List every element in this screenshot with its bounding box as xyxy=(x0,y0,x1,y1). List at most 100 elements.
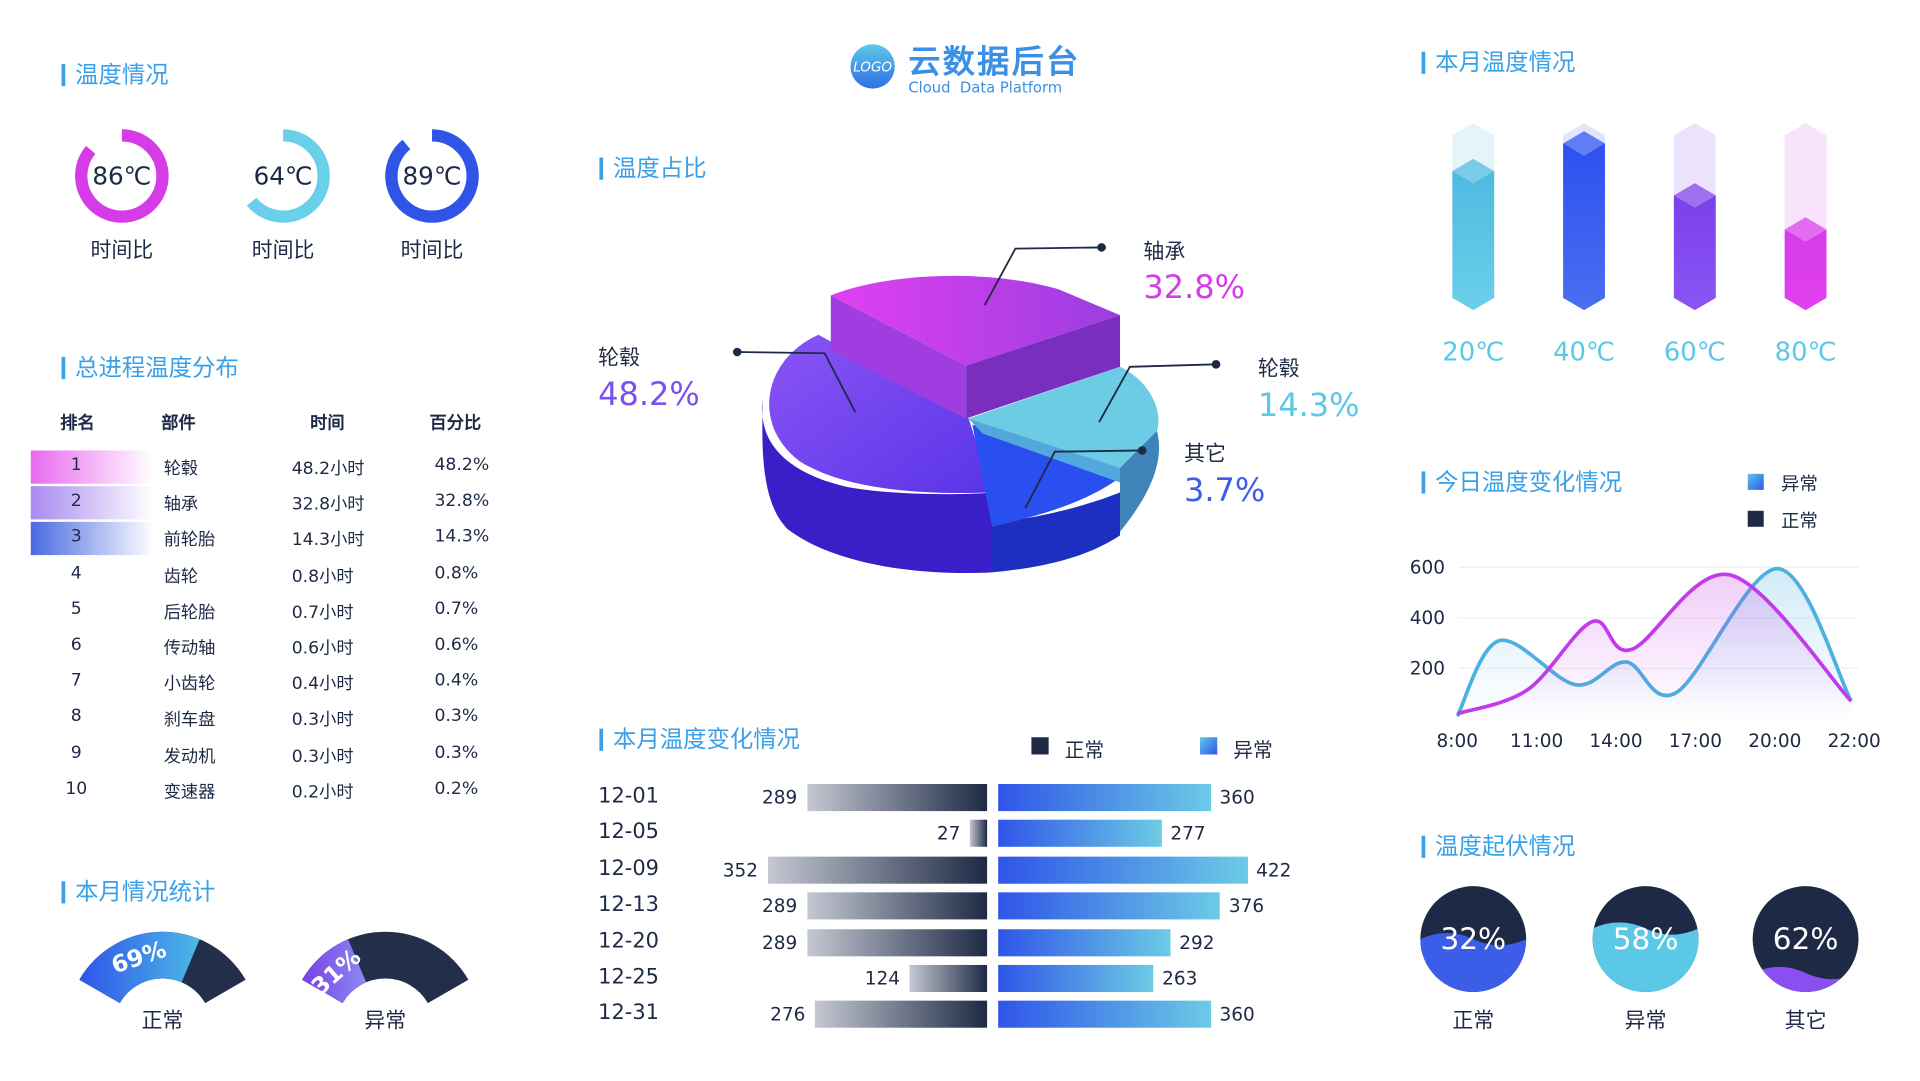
table-cell: 小齿轮 xyxy=(163,674,216,695)
rank-highlight xyxy=(30,450,154,484)
bar-normal xyxy=(807,928,988,956)
table-cell: 传动轴 xyxy=(163,638,216,659)
table-cell: 14.3% xyxy=(434,527,490,547)
gauge-label: 异常 xyxy=(364,1009,407,1034)
wave-label: 正常 xyxy=(1452,1009,1495,1034)
temp-ring-arc xyxy=(75,129,169,223)
x-tick-label: 14:00 xyxy=(1589,729,1643,753)
table-cell: 7 xyxy=(70,671,82,691)
pie-slice-bearing xyxy=(830,275,1121,366)
temp-bar-fill xyxy=(1673,183,1716,311)
table-cell: 8 xyxy=(70,706,82,727)
temp-ring-value: 86℃ xyxy=(92,161,152,191)
wave-fill xyxy=(1592,922,1699,993)
table-cell: 刹车盘 xyxy=(163,710,216,731)
bar-normal xyxy=(807,892,988,920)
table-cell: 10 xyxy=(65,778,88,799)
bar-abnormal xyxy=(998,784,1211,812)
bar-category: 12-05 xyxy=(598,820,659,845)
temp-bar-fill xyxy=(1452,158,1495,311)
y-tick-label: 600 xyxy=(1409,556,1445,579)
temp-ring xyxy=(75,129,169,223)
wave-value: 62% xyxy=(1772,921,1839,957)
table-cell: 0.6% xyxy=(434,635,479,655)
table-cell: 轴承 xyxy=(163,495,199,515)
table-cell: 48.2小时 xyxy=(291,459,365,479)
table-cell: 0.2% xyxy=(434,778,479,799)
bar-normal-value: 124 xyxy=(864,967,901,990)
x-tick-label: 20:00 xyxy=(1748,729,1802,753)
table-cell: 0.8小时 xyxy=(291,566,354,587)
table-cell: 轮毂 xyxy=(163,459,199,479)
bar-normal xyxy=(807,784,988,812)
bar-abnormal-value: 360 xyxy=(1219,1003,1255,1026)
bar-normal-value: 289 xyxy=(762,895,798,918)
bar-normal xyxy=(909,964,988,993)
bar-abnormal-value: 277 xyxy=(1170,822,1206,845)
temp-ring-label: 时间比 xyxy=(400,238,464,264)
pie-label-value: 32.8% xyxy=(1143,269,1246,307)
pie-label-value: 48.2% xyxy=(598,376,700,414)
table-cell: 前轮胎 xyxy=(163,530,216,551)
table-cell: 0.6小时 xyxy=(291,638,354,659)
legend-label-abnormal: 异常 xyxy=(1780,472,1818,495)
month-temp-bars xyxy=(1452,123,1827,311)
pie-strip-cyan xyxy=(968,418,1121,483)
today-line-chart xyxy=(1455,566,1859,719)
bar-abnormal xyxy=(998,856,1248,884)
bar-abnormal-value: 292 xyxy=(1179,931,1215,954)
legend-label-abnormal: 异常 xyxy=(1233,738,1273,762)
section-title-month-stats: 本月情况统计 xyxy=(61,879,215,906)
bar-category: 12-25 xyxy=(598,964,659,990)
table-cell: 32.8% xyxy=(434,491,490,512)
temp-bar-fill xyxy=(1784,217,1827,311)
table-header: 时间 xyxy=(310,413,345,434)
table-cell: 2 xyxy=(70,491,82,512)
y-tick-label: 400 xyxy=(1409,606,1445,629)
bar-abnormal xyxy=(998,1001,1211,1029)
x-tick-label: 22:00 xyxy=(1827,729,1881,753)
pie-label-name: 轮毂 xyxy=(598,345,641,371)
table-cell: 6 xyxy=(70,635,82,655)
table-cell: 0.2小时 xyxy=(291,782,354,803)
table-cell: 0.3% xyxy=(434,742,479,763)
pie-side-hub xyxy=(762,400,993,574)
pie-slice-tire xyxy=(968,366,1159,468)
temp-ring xyxy=(236,129,330,223)
bar-normal-value: 289 xyxy=(762,931,798,954)
temp-ring-label: 时间比 xyxy=(90,238,154,264)
legend-label-normal: 正常 xyxy=(1780,509,1818,532)
app-subtitle: Cloud Data Platform xyxy=(908,78,1063,97)
table-cell: 后轮胎 xyxy=(163,602,216,623)
x-tick-label: 17:00 xyxy=(1668,729,1723,753)
pie-label-value: 3.7% xyxy=(1184,472,1266,510)
section-title-temp-status: 温度情况 xyxy=(61,62,169,89)
wave-value: 58% xyxy=(1612,921,1679,957)
pie-leader-lines xyxy=(737,246,1217,509)
series-line-normal xyxy=(1456,572,1853,716)
section-title-temp-share: 温度占比 xyxy=(599,155,706,182)
temp-bar-label: 20℃ xyxy=(1442,337,1505,367)
legend-swatch-normal xyxy=(1747,510,1764,527)
bar-normal xyxy=(970,820,988,848)
table-cell: 0.3小时 xyxy=(291,710,354,731)
bar-normal-value: 27 xyxy=(936,822,961,845)
section-title-month-change: 本月温度变化情况 xyxy=(599,726,800,753)
table-cell: 9 xyxy=(70,742,82,763)
table-cell: 14.3小时 xyxy=(291,530,365,551)
bar-category: 12-01 xyxy=(598,784,659,809)
section-title-today-change: 今日温度变化情况 xyxy=(1421,469,1622,496)
wave-label: 异常 xyxy=(1624,1009,1667,1034)
svg-text:LOGO: LOGO xyxy=(853,59,892,75)
bar-abnormal xyxy=(998,964,1154,993)
x-tick-label: 11:00 xyxy=(1510,729,1564,753)
wave-circle xyxy=(1752,886,1859,993)
table-cell: 0.3% xyxy=(434,706,479,727)
wave-value: 32% xyxy=(1440,921,1507,957)
x-tick-label: 8:00 xyxy=(1436,729,1478,753)
table-header: 排名 xyxy=(60,413,95,434)
pie-side-magenta-front xyxy=(830,295,967,419)
